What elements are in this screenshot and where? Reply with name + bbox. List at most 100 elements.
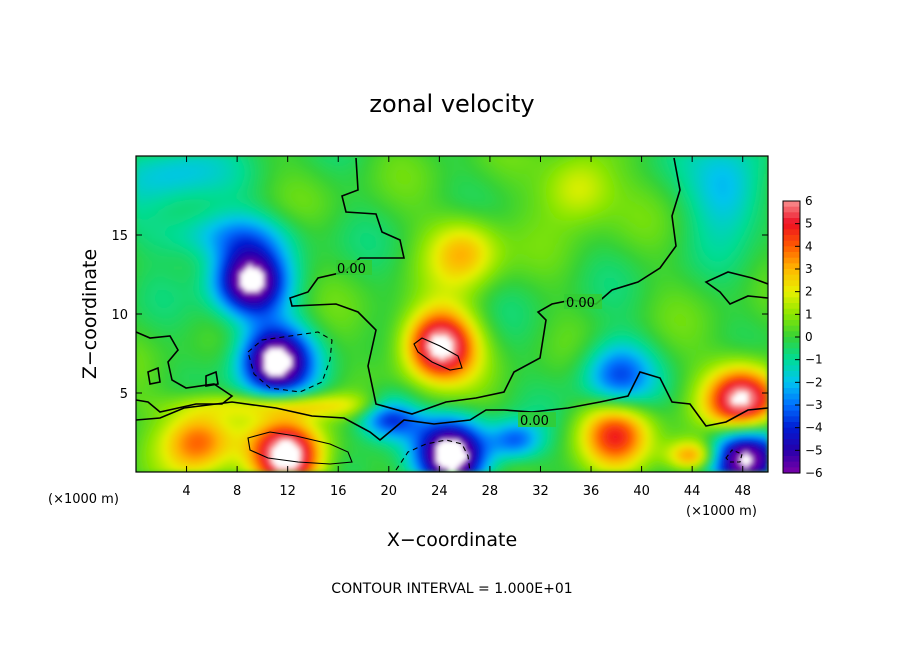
contour-zero-small-2 bbox=[205, 370, 219, 387]
contour-label-bg-3 bbox=[518, 412, 556, 427]
colorbar-swatch bbox=[783, 263, 800, 270]
colorbar-swatch bbox=[783, 376, 800, 383]
colorbar-swatch bbox=[783, 450, 800, 457]
colorbar-swatch bbox=[783, 252, 800, 259]
colorbar-swatch bbox=[783, 291, 800, 298]
colorbar-swatch bbox=[783, 223, 800, 230]
colorbar-tick-label: 6 bbox=[805, 194, 813, 208]
colorbar-swatch bbox=[783, 461, 800, 468]
colorbar-tick-label: −5 bbox=[805, 443, 823, 457]
colorbar-tick-label: −1 bbox=[805, 353, 823, 367]
x-tick-label: 20 bbox=[381, 484, 398, 499]
contour-label-3: 0.00 bbox=[520, 414, 549, 429]
contour-cell-negative bbox=[247, 331, 333, 393]
plot-area: 0.00 0.00 0.00 bbox=[136, 156, 768, 472]
colorbar-tick-label: 5 bbox=[805, 217, 813, 231]
x-tick-label: 32 bbox=[532, 484, 549, 499]
colorbar-tick-label: 0 bbox=[805, 330, 813, 344]
x-tick-label: 48 bbox=[734, 484, 751, 499]
contour-zero-lower bbox=[136, 371, 768, 442]
y-tick-label: 10 bbox=[111, 308, 128, 323]
colorbar-swatch bbox=[783, 393, 800, 400]
colorbar-swatch bbox=[783, 444, 800, 451]
colorbar-swatch bbox=[783, 456, 800, 463]
contour-label-bg-2 bbox=[564, 294, 602, 309]
x-tick-label: 12 bbox=[279, 484, 296, 499]
x-tick-label: 4 bbox=[182, 484, 190, 499]
colorbar-swatch bbox=[783, 439, 800, 446]
x-tick-label: 8 bbox=[233, 484, 241, 499]
contour-interval-note: CONTOUR INTERVAL = 1.000E+01 bbox=[331, 581, 572, 597]
colorbar-swatch bbox=[783, 382, 800, 389]
x-tick-label: 40 bbox=[633, 484, 650, 499]
contour-label-2: 0.00 bbox=[566, 296, 595, 311]
colorbar-swatch bbox=[783, 433, 800, 440]
contour-zero-small-1 bbox=[147, 366, 161, 385]
colorbar-swatch bbox=[783, 206, 800, 213]
colorbar-tick-label: 3 bbox=[805, 262, 813, 276]
contour-lines bbox=[136, 157, 768, 472]
colorbar-tick-label: −4 bbox=[805, 421, 823, 435]
x-axis: 4 8 12 16 20 24 28 32 36 40 44 48 bbox=[182, 156, 751, 499]
x-tick-label: 36 bbox=[583, 484, 600, 499]
colorbar-swatch bbox=[783, 303, 800, 310]
colorbar-swatch bbox=[783, 399, 800, 406]
contour-cell-right bbox=[725, 449, 743, 463]
colorbar-swatch bbox=[783, 337, 800, 344]
x-tick-label: 28 bbox=[482, 484, 499, 499]
colorbar-tick-label: −2 bbox=[805, 375, 823, 389]
contour-zero-left bbox=[136, 331, 234, 413]
x-tick-label: 24 bbox=[431, 484, 448, 499]
colorbar-tick-label: 2 bbox=[805, 285, 813, 299]
colorbar-tick-label: −3 bbox=[805, 398, 823, 412]
colorbar-swatch bbox=[783, 342, 800, 349]
colorbar-tick-label: −6 bbox=[805, 466, 823, 480]
colorbar-swatch bbox=[783, 308, 800, 315]
y-unit-label: (×1000 m) bbox=[48, 492, 119, 507]
colorbar-swatch bbox=[783, 297, 800, 304]
colorbar-swatch bbox=[783, 422, 800, 429]
colorbar-swatch bbox=[783, 371, 800, 378]
colorbar-swatch bbox=[783, 427, 800, 434]
y-tick-label: 15 bbox=[111, 229, 128, 244]
colorbar-swatch bbox=[783, 286, 800, 293]
colorbar-swatch bbox=[783, 274, 800, 281]
colorbar-swatch bbox=[783, 365, 800, 372]
colorbar-swatch bbox=[783, 229, 800, 236]
contour-cell-center bbox=[413, 337, 463, 371]
contour-label-1: 0.00 bbox=[337, 262, 366, 277]
colorbar-tick-label: 4 bbox=[805, 239, 813, 253]
x-tick-label: 16 bbox=[330, 484, 347, 499]
colorbar: 6 5 4 3 2 1 0 −1 −2 −3 −4 −5 −6 bbox=[782, 194, 823, 480]
colorbar-swatch bbox=[783, 388, 800, 395]
colorbar-swatch bbox=[783, 201, 800, 208]
colorbar-swatch bbox=[783, 257, 800, 264]
x-unit-label: (×1000 m) bbox=[686, 504, 757, 519]
contour-label-group: 0.00 0.00 0.00 bbox=[336, 260, 602, 429]
colorbar-swatch bbox=[783, 314, 800, 321]
colorbar-swatch bbox=[783, 325, 800, 332]
colorbar-swatch bbox=[783, 348, 800, 355]
chart-title: zonal velocity bbox=[369, 90, 534, 118]
colorbar-swatch bbox=[783, 240, 800, 247]
y-axis: 5 10 15 bbox=[111, 229, 768, 402]
contour-zero-right bbox=[704, 271, 768, 305]
contour-label-bg-1 bbox=[336, 260, 372, 275]
heatmap-field bbox=[136, 156, 768, 472]
colorbar-swatch bbox=[783, 246, 800, 253]
colorbar-swatch bbox=[783, 467, 800, 474]
x-tick-label: 44 bbox=[684, 484, 701, 499]
colorbar-swatch bbox=[783, 269, 800, 276]
colorbar-tick-label: 1 bbox=[805, 307, 813, 321]
colorbar-swatch bbox=[783, 359, 800, 366]
colorbar-swatch bbox=[783, 405, 800, 412]
contour-cell-bottom bbox=[395, 439, 471, 472]
colorbar-swatch bbox=[783, 410, 800, 417]
contour-cell-top bbox=[247, 431, 353, 465]
colorbar-swatch bbox=[783, 218, 800, 225]
colorbar-swatch bbox=[783, 331, 800, 338]
colorbar-swatch bbox=[783, 354, 800, 361]
y-tick-label: 5 bbox=[120, 387, 128, 402]
colorbar-swatch bbox=[783, 320, 800, 327]
